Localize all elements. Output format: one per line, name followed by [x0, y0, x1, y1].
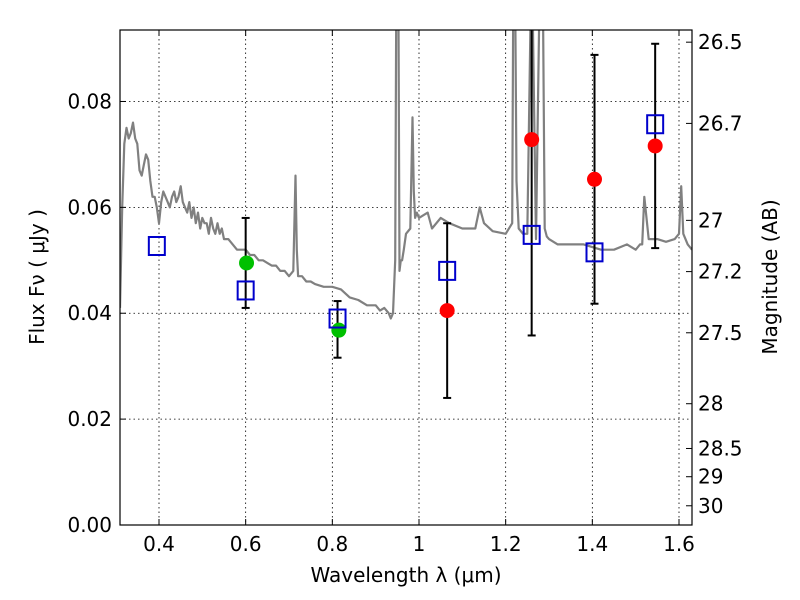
y-tick-label: 0.06 [67, 195, 112, 219]
plot-frame [119, 29, 693, 526]
x-axis-ticks: 0.4 0.6 0.8 1 1.2 1.4 1.6 [143, 30, 695, 556]
x-tick-label: 0.4 [143, 532, 175, 556]
mag-tick-label: 29 [698, 465, 723, 489]
model-photometry-box [438, 260, 457, 281]
data-point-group [147, 114, 665, 338]
y-tick-label: 0.00 [67, 513, 112, 537]
x-tick-label: 1 [413, 532, 426, 556]
observed-red-point [587, 171, 602, 187]
x-axis-title: Wavelength λ (μm) [310, 563, 501, 587]
mag-tick-label: 26.5 [698, 30, 743, 54]
observed-red-point [439, 303, 455, 319]
x-tick-label: 0.6 [230, 532, 262, 556]
mag-tick-label: 26.7 [698, 111, 743, 135]
x-tick-label: 1.6 [663, 532, 695, 556]
magnitude-axis-ticks: 26.5 26.7 27 27.2 27.5 28 28.5 29 30 [686, 30, 743, 518]
mag-tick-label: 27 [698, 208, 723, 232]
model-photometry-box [147, 236, 166, 256]
x-tick-label: 0.8 [316, 532, 348, 556]
observed-green-point [331, 322, 347, 338]
mag-tick-label: 28.5 [698, 436, 743, 460]
model-spectrum-group [120, 30, 692, 320]
model-photometry-box [522, 224, 541, 245]
y-axis-title: Flux Fν ( μJy ) [25, 209, 49, 345]
mag-tick-label: 30 [698, 494, 723, 518]
model-photometry-box [236, 280, 255, 301]
observed-green-point [239, 255, 255, 271]
y-tick-label: 0.04 [67, 301, 112, 325]
y-tick-label: 0.08 [67, 89, 112, 113]
grid-lines [120, 30, 692, 525]
magnitude-axis-title: Magnitude (AB) [758, 199, 782, 354]
observed-red-point [647, 138, 663, 154]
x-tick-label: 1.2 [490, 532, 522, 556]
observed-red-point [524, 132, 540, 148]
model-photometry-box [646, 114, 665, 135]
errorbar-group [241, 30, 660, 399]
mag-tick-label: 27.5 [698, 321, 743, 345]
mag-tick-label: 28 [698, 392, 723, 416]
model-photometry-box [585, 242, 604, 263]
model-photometry-box [328, 308, 347, 329]
y-tick-label: 0.02 [67, 407, 112, 431]
model-spectrum-line [120, 30, 692, 320]
y-axis-ticks: 0.00 0.02 0.04 0.06 0.08 [67, 89, 126, 537]
mag-tick-label: 27.2 [698, 260, 743, 284]
x-tick-label: 1.4 [576, 532, 608, 556]
